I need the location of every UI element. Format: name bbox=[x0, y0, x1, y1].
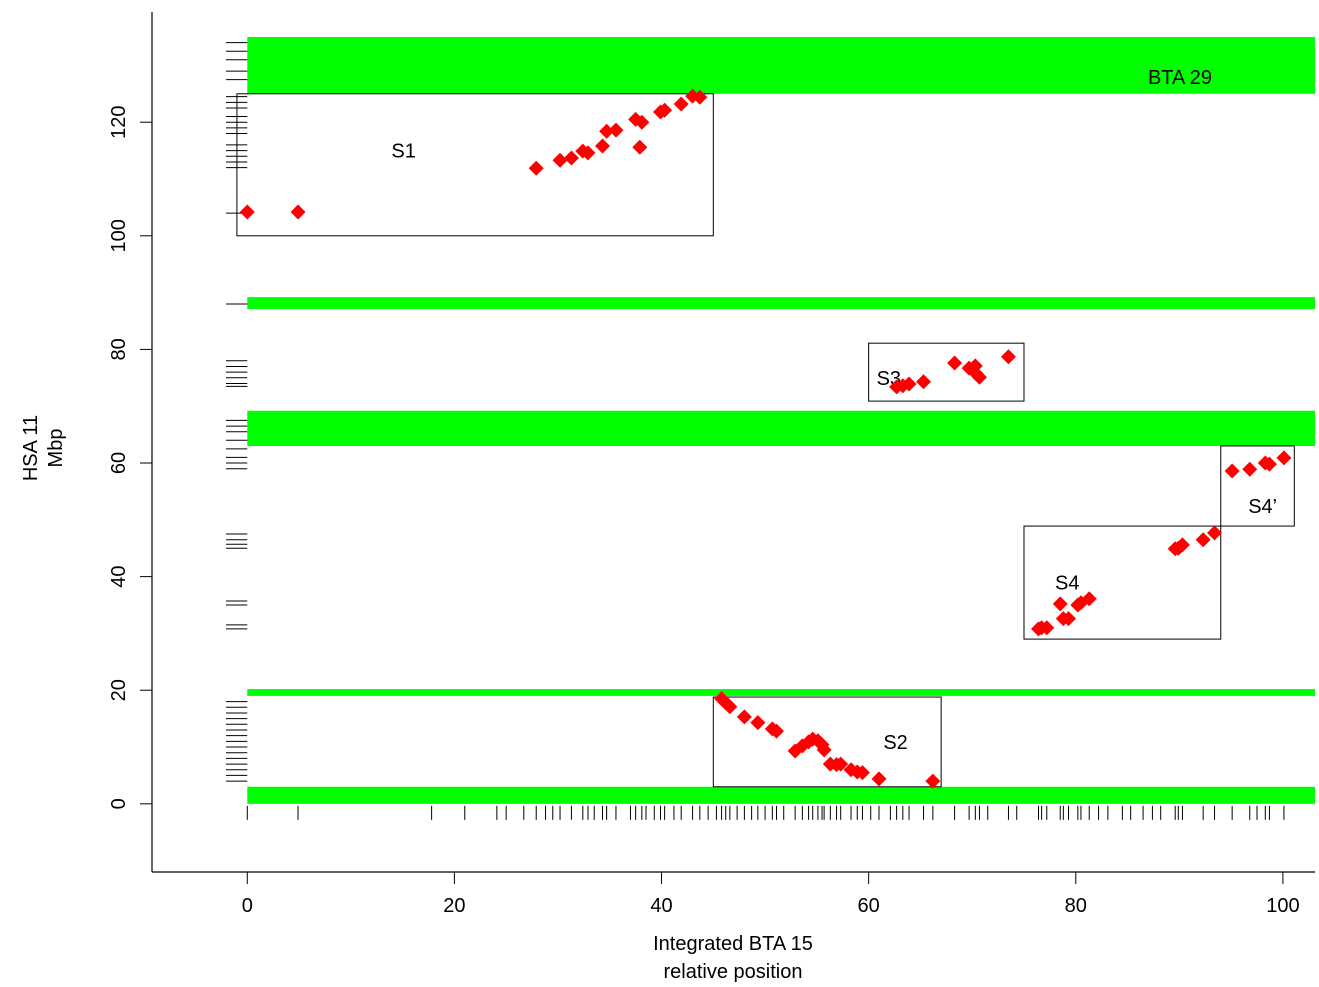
y-tick-label: 60 bbox=[108, 452, 130, 474]
point bbox=[1030, 621, 1046, 637]
point bbox=[632, 139, 648, 155]
point bbox=[901, 376, 917, 392]
point bbox=[1070, 597, 1086, 613]
point bbox=[750, 715, 766, 731]
point bbox=[1055, 611, 1071, 627]
point bbox=[290, 204, 306, 220]
point bbox=[1167, 541, 1183, 557]
point bbox=[947, 355, 963, 371]
band bbox=[247, 36, 1315, 94]
y-axis-label: Mbp bbox=[45, 429, 67, 468]
point bbox=[1224, 463, 1240, 479]
y-tick-label: 40 bbox=[108, 565, 130, 587]
y-axis-label: HSA 11 bbox=[20, 415, 42, 481]
y-tick-label: 100 bbox=[108, 219, 130, 252]
point bbox=[239, 204, 255, 220]
point bbox=[971, 369, 987, 385]
point bbox=[594, 138, 610, 154]
x-axis-label: relative position bbox=[664, 961, 803, 983]
segment-label: S2 bbox=[883, 732, 907, 754]
segment-label: S4’ bbox=[1248, 496, 1277, 518]
point bbox=[1207, 525, 1223, 541]
segment-box bbox=[868, 342, 1025, 402]
point bbox=[816, 742, 832, 758]
point bbox=[608, 122, 624, 138]
point bbox=[552, 152, 568, 168]
segment-label: S4 bbox=[1055, 573, 1079, 595]
segment-box bbox=[712, 696, 942, 788]
point bbox=[833, 756, 849, 772]
x-tick-label: 60 bbox=[858, 895, 880, 917]
point bbox=[528, 160, 544, 176]
x-tick-label: 100 bbox=[1266, 895, 1299, 917]
band-label: BTA 29 bbox=[1148, 67, 1212, 89]
x-tick-label: 20 bbox=[443, 895, 465, 917]
point bbox=[563, 150, 579, 166]
point bbox=[692, 89, 708, 105]
point bbox=[736, 709, 752, 725]
segment-box bbox=[236, 93, 714, 237]
x-axis-label: Integrated BTA 15 bbox=[653, 933, 813, 955]
point bbox=[1000, 349, 1016, 365]
x-tick-label: 80 bbox=[1065, 895, 1087, 917]
y-tick-label: 120 bbox=[108, 106, 130, 139]
point bbox=[768, 723, 784, 739]
y-tick-label: 20 bbox=[108, 679, 130, 701]
segment-label: S1 bbox=[391, 141, 415, 163]
segment-box bbox=[1023, 525, 1222, 640]
point bbox=[1261, 456, 1277, 472]
point bbox=[599, 123, 615, 139]
point bbox=[1276, 450, 1292, 466]
point bbox=[1195, 532, 1211, 548]
point bbox=[916, 374, 932, 390]
x-tick-label: 40 bbox=[650, 895, 672, 917]
point bbox=[634, 114, 650, 130]
y-tick-label: 80 bbox=[108, 338, 130, 360]
point bbox=[925, 773, 941, 789]
point bbox=[722, 699, 738, 715]
point bbox=[673, 96, 689, 112]
segment-box bbox=[1220, 445, 1295, 527]
band bbox=[247, 410, 1315, 446]
point bbox=[1052, 596, 1068, 612]
point bbox=[1242, 461, 1258, 477]
point bbox=[871, 771, 887, 787]
point bbox=[580, 145, 596, 161]
point bbox=[657, 102, 673, 118]
band bbox=[247, 689, 1315, 696]
band bbox=[247, 786, 1315, 804]
band bbox=[247, 297, 1315, 310]
y-tick-label: 0 bbox=[108, 798, 130, 809]
point bbox=[854, 765, 870, 781]
x-tick-label: 0 bbox=[242, 895, 253, 917]
